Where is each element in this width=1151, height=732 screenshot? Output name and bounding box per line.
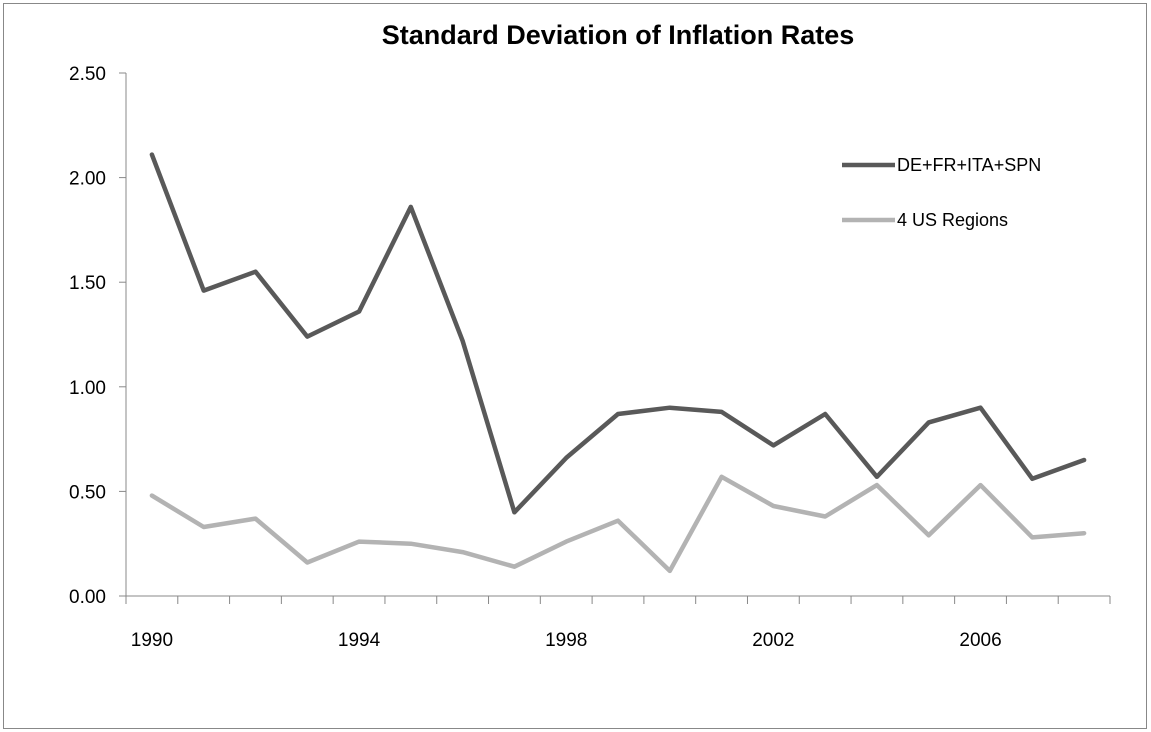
x-tick-label: 2006 [959,630,1001,651]
legend-label-2: 4 US Regions [897,210,1008,230]
series-line-2 [149,474,1087,574]
legend: DE+FR+ITA+SPN 4 US Regions [842,155,1041,230]
x-tick-label: 2002 [752,630,794,651]
y-tick-label: 1.00 [69,378,106,399]
chart-title: Standard Deviation of Inflation Rates [382,20,855,50]
x-tick-label: 1990 [131,630,173,651]
legend-label-1: DE+FR+ITA+SPN [897,155,1041,175]
y-tick-label: 0.50 [69,482,106,503]
y-tick-label: 0.00 [69,587,106,608]
x-tick-label: 1998 [545,630,587,651]
series-layer [149,152,1087,574]
y-tick-label: 2.00 [69,169,106,190]
chart-frame [3,3,1147,729]
axes: 0.00 0.50 1.00 1.50 2.00 2.50 1990 1994 1998 2002… [69,64,1111,651]
y-tick-label: 2.50 [69,64,106,85]
series-line-1 [149,152,1087,515]
y-tick-label: 1.50 [69,273,106,294]
x-tick-label: 1994 [338,630,381,651]
